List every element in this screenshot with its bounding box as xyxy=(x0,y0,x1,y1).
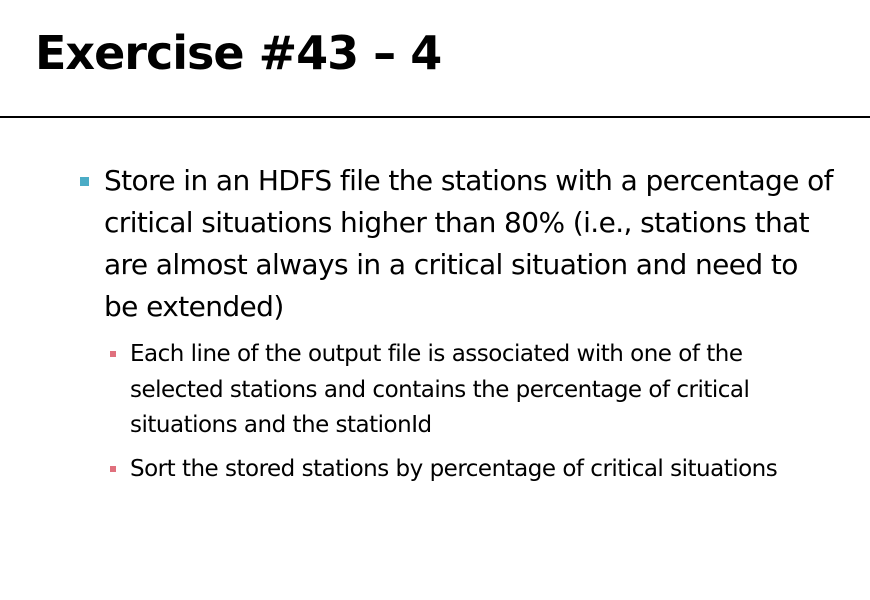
bullet-list: Store in an HDFS file the stations with … xyxy=(77,160,837,495)
title-divider xyxy=(0,116,870,118)
bullet-item: Store in an HDFS file the stations with … xyxy=(77,160,837,328)
slide-title: Exercise #43 – 4 xyxy=(35,26,442,80)
sub-bullet-list: Each line of the output file is associat… xyxy=(77,337,837,487)
square-bullet-icon xyxy=(80,177,89,186)
square-bullet-icon xyxy=(110,351,116,357)
square-bullet-icon xyxy=(110,465,116,472)
bullet-text: Store in an HDFS file the stations with … xyxy=(104,164,834,323)
sub-bullet-item: Sort the stored stations by percentage o… xyxy=(77,452,837,488)
sub-bullet-item: Each line of the output file is associat… xyxy=(77,337,837,444)
sub-bullet-text: Sort the stored stations by percentage o… xyxy=(130,455,778,482)
sub-bullet-text: Each line of the output file is associat… xyxy=(130,341,750,438)
